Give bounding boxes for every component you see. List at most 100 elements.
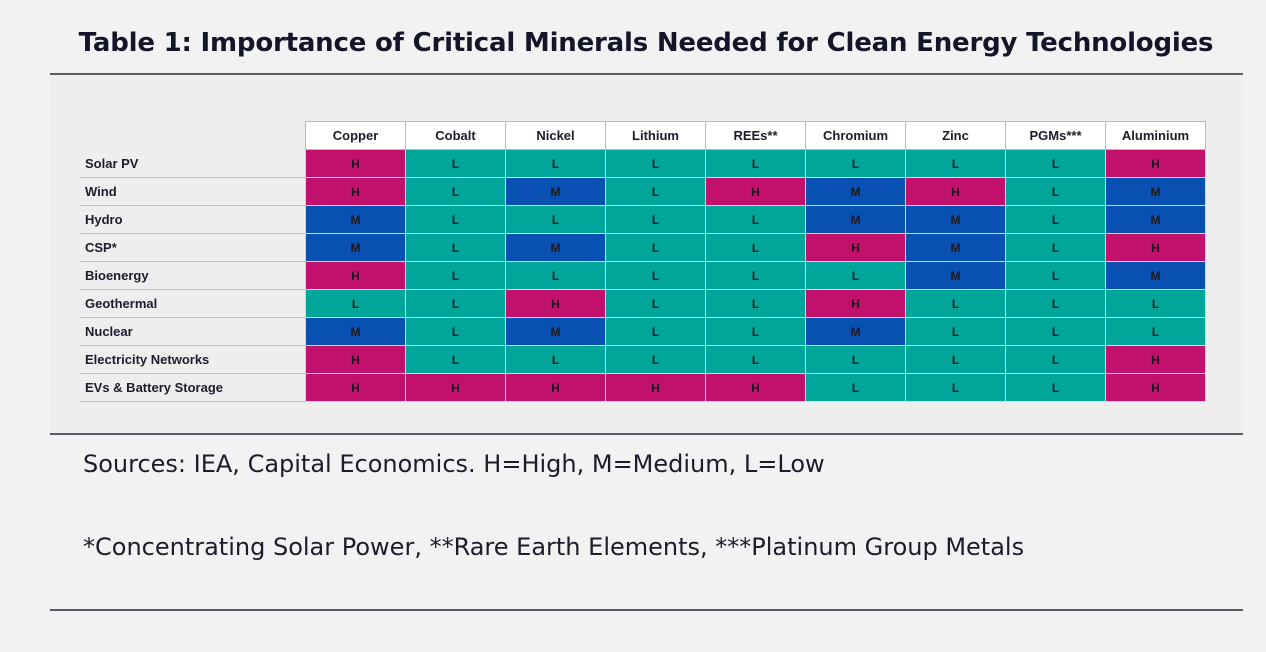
heatmap-cell: H — [505, 289, 606, 318]
heatmap-cell: M — [805, 177, 906, 206]
heatmap-cell: M — [305, 233, 406, 262]
heatmap-cell: L — [1005, 317, 1106, 346]
row-label: Geothermal — [80, 289, 306, 318]
heatmap-cell: H — [1105, 345, 1206, 374]
table-row: CSP* M L M L L H M L H — [80, 233, 1206, 262]
heatmap-cell: H — [305, 373, 406, 402]
heatmap-cell: H — [1105, 233, 1206, 262]
column-header: Copper — [305, 121, 406, 150]
sources-note: Sources: IEA, Capital Economics. H=High,… — [83, 450, 825, 478]
heatmap-cell: H — [305, 261, 406, 290]
heatmap-cell: L — [1105, 289, 1206, 318]
heatmap-cell: L — [1105, 317, 1206, 346]
heatmap-cell: L — [605, 317, 706, 346]
middle-divider — [50, 433, 1243, 435]
heatmap-cell: L — [1005, 233, 1106, 262]
column-header: Lithium — [605, 121, 706, 150]
heatmap-cell: L — [1005, 177, 1106, 206]
heatmap-cell: H — [405, 373, 506, 402]
heatmap-cell: H — [305, 345, 406, 374]
heatmap-cell: L — [605, 177, 706, 206]
heatmap-cell: L — [305, 289, 406, 318]
heatmap-cell: H — [305, 149, 406, 178]
heatmap-cell: L — [605, 289, 706, 318]
heatmap-cell: M — [305, 317, 406, 346]
heatmap-cell: L — [405, 289, 506, 318]
heatmap-cell: M — [305, 205, 406, 234]
column-header: Cobalt — [405, 121, 506, 150]
heatmap-cell: M — [505, 317, 606, 346]
table-row: Wind H L M L H M H L M — [80, 177, 1206, 206]
row-label: Nuclear — [80, 317, 306, 346]
heatmap-cell: L — [705, 317, 806, 346]
header-row: Copper Cobalt Nickel Lithium REEs** Chromium Z… — [80, 121, 1206, 150]
heatmap-cell: L — [505, 205, 606, 234]
row-label: CSP* — [80, 233, 306, 262]
heatmap-cell: H — [805, 233, 906, 262]
heatmap-cell: L — [705, 233, 806, 262]
heatmap-cell: M — [805, 205, 906, 234]
heatmap-cell: L — [805, 149, 906, 178]
heatmap-cell: L — [1005, 289, 1106, 318]
heatmap-table: Copper Cobalt Nickel Lithium REEs** Chromium Z… — [80, 121, 1206, 402]
heatmap-cell: L — [605, 205, 706, 234]
table-row: Bioenergy H L L L L L M L M — [80, 261, 1206, 290]
heatmap-cell: L — [405, 177, 506, 206]
footnote: *Concentrating Solar Power, **Rare Earth… — [83, 533, 1025, 561]
heatmap-cell: L — [805, 261, 906, 290]
row-label: Hydro — [80, 205, 306, 234]
heatmap-cell: L — [605, 345, 706, 374]
row-label: Solar PV — [80, 149, 306, 178]
heatmap-cell: L — [705, 261, 806, 290]
heatmap-cell: H — [605, 373, 706, 402]
heatmap-cell: L — [405, 345, 506, 374]
table-row: Nuclear M L M L L M L L L — [80, 317, 1206, 346]
heatmap-cell: L — [905, 373, 1006, 402]
heatmap-cell: L — [1005, 345, 1106, 374]
heatmap-cell: L — [1005, 261, 1106, 290]
heatmap-cell: M — [505, 177, 606, 206]
heatmap-cell: M — [505, 233, 606, 262]
heatmap-cell: L — [405, 149, 506, 178]
heatmap-cell: H — [905, 177, 1006, 206]
table-row: EVs & Battery Storage H H H H H L L L H — [80, 373, 1206, 402]
heatmap-cell: H — [705, 177, 806, 206]
heatmap-cell: L — [705, 149, 806, 178]
heatmap-cell: L — [405, 205, 506, 234]
table-row: Solar PV H L L L L L L L H — [80, 149, 1206, 178]
row-label: Electricity Networks — [80, 345, 306, 374]
table-row: Hydro M L L L L M M L M — [80, 205, 1206, 234]
heatmap-cell: H — [305, 177, 406, 206]
heatmap-cell: L — [405, 233, 506, 262]
column-header: Aluminium — [1105, 121, 1206, 150]
table-row: Geothermal L L H L L H L L L — [80, 289, 1206, 318]
heatmap-cell: L — [805, 373, 906, 402]
heatmap-cell: L — [505, 261, 606, 290]
column-header: Nickel — [505, 121, 606, 150]
heatmap-cell: L — [905, 345, 1006, 374]
heatmap-cell: M — [805, 317, 906, 346]
top-divider — [50, 73, 1243, 75]
heatmap-cell: H — [1105, 149, 1206, 178]
heatmap-cell: L — [405, 317, 506, 346]
column-header: Zinc — [905, 121, 1006, 150]
heatmap-cell: M — [1105, 205, 1206, 234]
heatmap-cell: L — [705, 289, 806, 318]
heatmap-cell: L — [505, 345, 606, 374]
heatmap-cell: L — [905, 149, 1006, 178]
heatmap-cell: L — [805, 345, 906, 374]
heatmap-cell: L — [1005, 149, 1106, 178]
table-row: Electricity Networks H L L L L L L L H — [80, 345, 1206, 374]
heatmap-body: Solar PV H L L L L L L L H Wind H L M L H M H L M Hydro M L L L L… — [80, 149, 1206, 402]
heatmap-cell: L — [705, 345, 806, 374]
heatmap-cell: L — [1005, 373, 1106, 402]
bottom-divider — [50, 609, 1243, 611]
heatmap-cell: L — [905, 289, 1006, 318]
chart-title: Table 1: Importance of Critical Minerals… — [78, 28, 1214, 58]
heatmap-cell: M — [905, 205, 1006, 234]
heatmap-cell: H — [505, 373, 606, 402]
corner-cell — [80, 122, 306, 150]
heatmap-cell: L — [605, 149, 706, 178]
heatmap-cell: L — [705, 205, 806, 234]
heatmap-cell: M — [905, 233, 1006, 262]
